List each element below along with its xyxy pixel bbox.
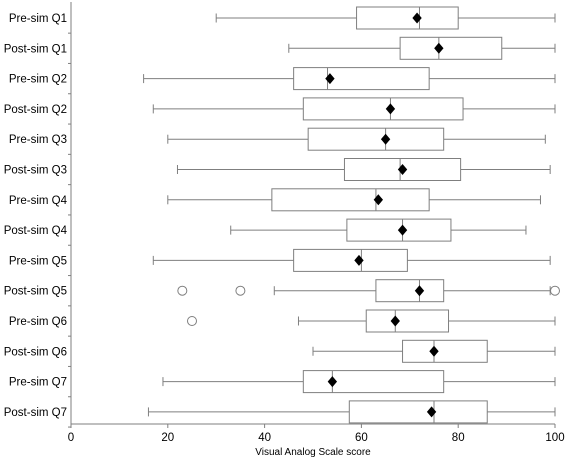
category-label: Pre-sim Q6 xyxy=(9,316,67,328)
mean-marker xyxy=(325,73,335,85)
box xyxy=(293,67,430,91)
mean-marker xyxy=(429,345,439,357)
box xyxy=(307,127,445,151)
mean-marker xyxy=(327,376,338,388)
category-label: Post-sim Q1 xyxy=(4,43,67,55)
outlier-point xyxy=(235,285,246,296)
category-label: Pre-sim Q4 xyxy=(9,195,68,207)
mean-marker xyxy=(354,254,364,266)
x-tick-label: 40 xyxy=(258,432,271,444)
x-tick-label: 0 xyxy=(68,432,74,444)
mean-marker xyxy=(426,406,437,418)
x-tick-label: 60 xyxy=(355,432,368,444)
plot-area: Pre-sim Q1 Post-sim Q1 Pre-sim Q2 Post-sim … xyxy=(4,2,565,444)
box xyxy=(302,370,445,394)
outlier-point xyxy=(550,285,560,296)
category-label: Post-sim Q2 xyxy=(4,104,67,116)
mean-marker xyxy=(434,42,444,54)
box xyxy=(356,6,459,30)
outlier-point xyxy=(177,285,188,296)
x-axis-title: Visual Analog Scale score xyxy=(255,447,371,458)
category-label: Post-sim Q6 xyxy=(4,346,67,358)
box xyxy=(402,339,488,363)
box xyxy=(375,279,445,303)
mean-marker xyxy=(385,103,396,115)
category-label: Pre-sim Q5 xyxy=(9,255,67,267)
mean-marker xyxy=(414,285,425,297)
box xyxy=(399,36,503,60)
mean-marker xyxy=(412,12,422,24)
mean-marker xyxy=(373,194,384,206)
mean-marker xyxy=(390,315,400,327)
category-label: Post-sim Q3 xyxy=(4,165,67,177)
category-label: Post-sim Q7 xyxy=(4,407,67,419)
category-label: Post-sim Q4 xyxy=(4,225,68,237)
outlier-point xyxy=(187,316,197,326)
box xyxy=(302,97,464,121)
x-tick-label: 100 xyxy=(545,432,564,444)
mean-marker xyxy=(380,133,391,145)
category-label: Pre-sim Q7 xyxy=(9,377,67,389)
category-label: Pre-sim Q1 xyxy=(9,13,67,25)
mean-marker xyxy=(397,224,408,236)
x-tick-label: 80 xyxy=(452,432,465,444)
mean-marker xyxy=(397,164,408,175)
x-tick-label: 20 xyxy=(161,432,174,444)
category-label: Post-sim Q5 xyxy=(4,286,67,298)
box xyxy=(293,248,408,272)
category-label: Pre-sim Q2 xyxy=(9,74,67,86)
box xyxy=(271,188,430,212)
box xyxy=(348,400,488,424)
box xyxy=(365,309,450,333)
category-label: Pre-sim Q3 xyxy=(9,134,67,146)
